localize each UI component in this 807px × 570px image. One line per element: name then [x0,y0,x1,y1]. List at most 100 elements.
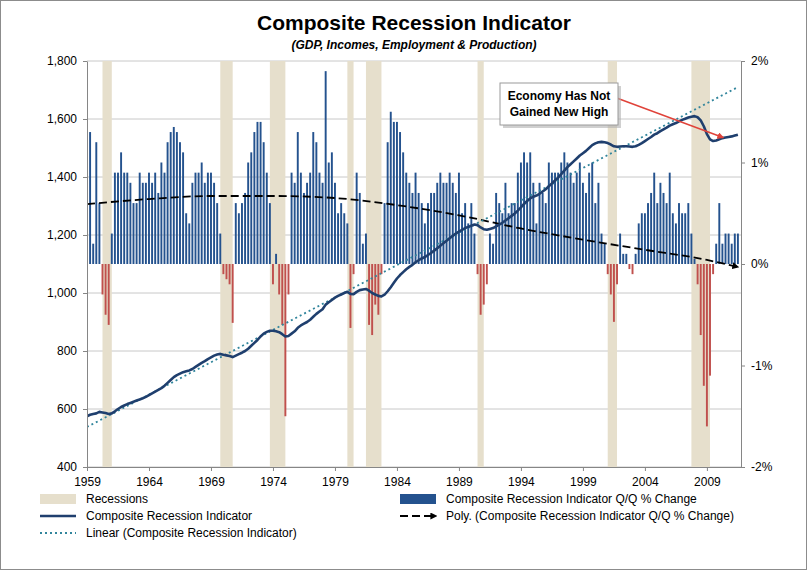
bar [619,234,621,264]
y2-tick-label: -2% [751,460,773,474]
x-tick-label: 2004 [632,475,659,489]
bar [331,152,333,264]
legend-item: Linear (Composite Recession Indicator) [40,526,297,540]
bar [579,163,581,265]
bar [160,163,162,265]
bar [349,264,351,328]
bar [647,203,649,264]
bar [483,264,485,305]
legend-swatch [40,515,76,518]
bar [266,173,268,264]
legend-swatch [40,532,76,534]
bar [353,264,355,274]
bar [120,152,122,264]
bar [188,223,190,264]
bar [461,213,463,264]
bar [473,234,475,264]
y-tick: 600 [57,402,87,416]
y2-tick: 0% [741,257,769,271]
x-tick: 2009 [694,467,721,489]
bar [291,173,293,264]
y-tick-mark [83,119,87,120]
bar [641,213,643,264]
legend-label: Poly. (Composite Recession Indicator Q/Q… [446,509,734,523]
legend-label: Linear (Composite Recession Indicator) [86,526,297,540]
bar [133,203,135,264]
bar [405,173,407,264]
bar [520,163,522,265]
bar [173,127,175,264]
bar [399,132,401,264]
bar [489,234,491,264]
x-tick: 2004 [632,467,659,489]
bar [145,183,147,264]
x-axis: 1959196419691974197919841989199419992004… [74,467,741,489]
bar [452,183,454,264]
bar [415,173,417,264]
x-tick-mark [211,467,212,471]
bar [591,163,593,265]
bar [297,132,299,264]
bar [260,122,262,264]
y-tick-mark [83,467,87,468]
bar [737,234,739,264]
x-tick-label: 1989 [446,475,473,489]
bar [687,203,689,264]
x-tick: 1994 [508,467,535,489]
y2-tick-mark [741,61,745,62]
y2-tick: 1% [741,156,769,170]
annotation-text: Gained New High [510,105,609,119]
x-tick-label: 1959 [74,475,101,489]
bar [573,183,575,264]
bar [191,183,193,264]
y-tick: 1,800 [47,54,87,68]
bar [142,183,144,264]
y-tick: 400 [57,460,87,474]
recession-band [270,61,285,467]
x-tick-mark [87,467,88,471]
bar [207,173,209,264]
y-tick-mark [83,409,87,410]
bar [433,193,435,264]
bar [129,183,131,264]
bar [529,152,531,264]
bar [362,244,364,264]
bar [706,264,708,426]
bar [98,203,100,264]
bar [650,193,652,264]
legend-item: Composite Recession Indicator Q/Q % Chan… [400,492,697,506]
y-tick-mark [83,351,87,352]
annotation-arrow [614,97,723,138]
recession-band [347,61,353,467]
bar [337,213,339,264]
bar [114,173,116,264]
recession-band [366,61,381,467]
y-tick-label: 400 [57,460,77,474]
bar [644,213,646,264]
chart-container: 4006008001,0001,2001,4001,6001,800-2%-1%… [0,0,807,570]
bar [436,183,438,264]
y-axis: 4006008001,0001,2001,4001,6001,800 [47,54,88,474]
bar [480,264,482,315]
bar [340,203,342,264]
bar [288,264,290,294]
series-line [87,87,738,427]
bar [635,254,637,264]
bar [570,173,572,264]
bar [601,234,603,264]
bar [359,193,361,264]
bar [467,223,469,264]
bar [455,193,457,264]
legend-item: Composite Recession Indicator [40,509,252,523]
bar [588,173,590,264]
bar [486,264,488,284]
bar [694,259,696,264]
bar [92,244,94,264]
x-tick: 1964 [136,467,163,489]
bar [216,203,218,264]
bar [123,173,125,264]
series-line [87,196,738,267]
recession-bands [102,61,710,467]
bar [393,122,395,264]
legend-swatch [400,494,436,504]
